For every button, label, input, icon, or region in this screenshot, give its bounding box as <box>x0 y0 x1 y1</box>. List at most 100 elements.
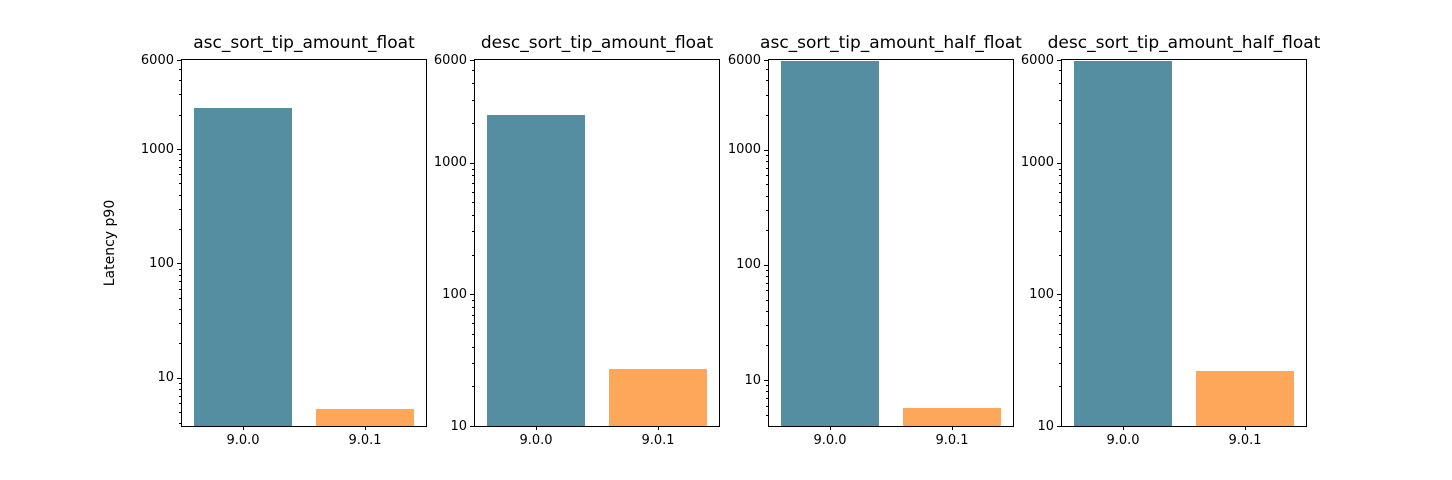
x-tick <box>952 426 953 430</box>
x-tick-label: 9.0.0 <box>226 433 260 448</box>
x-tick <box>830 426 831 430</box>
y-tick-label: 10 <box>1037 418 1054 434</box>
y-minor-tick <box>1059 231 1061 233</box>
y-minor-tick <box>766 94 768 96</box>
y-minor-tick <box>179 268 181 270</box>
subplot-desc_sort_tip_amount_float: desc_sort_tip_amount_float 6000 1000 100 10 9… <box>434 33 720 448</box>
y-minor-tick <box>472 346 474 348</box>
x-tick <box>1245 426 1246 430</box>
y-minor-tick <box>472 182 474 184</box>
subplot-asc_sort_tip_amount_float: asc_sort_tip_amount_float 6000 1000 100 10 9.… <box>141 33 427 448</box>
y-minor-tick <box>1059 122 1061 124</box>
chart-title: asc_sort_tip_amount_float <box>193 33 415 53</box>
y-minor-tick <box>766 230 768 232</box>
y-minor-tick <box>179 69 181 71</box>
y-major-tick <box>470 60 474 61</box>
chart-title: desc_sort_tip_amount_half_float <box>1047 33 1321 53</box>
y-major-tick <box>177 149 181 151</box>
x-tick-label: 9.0.1 <box>348 433 382 448</box>
y-major-tick <box>1057 162 1061 164</box>
chart-title: desc_sort_tip_amount_float <box>480 33 714 53</box>
y-minor-tick <box>766 325 768 327</box>
y-minor-tick <box>766 345 768 347</box>
y-minor-tick <box>766 290 768 292</box>
y-minor-tick <box>1059 386 1061 388</box>
y-tick-label: 6000 <box>727 52 761 68</box>
y-minor-tick <box>472 202 474 204</box>
subplot-asc_sort_tip_amount_half_float: asc_sort_tip_amount_half_float 6000 1000 10… <box>728 33 1022 448</box>
y-major-tick <box>177 377 181 379</box>
y-tick-label: 1000 <box>1020 155 1054 170</box>
y-major-tick <box>1057 60 1061 61</box>
y-tick-label: 6000 <box>433 52 467 68</box>
y-minor-tick <box>1059 333 1061 335</box>
y-minor-tick <box>179 389 181 390</box>
y-minor-tick <box>179 194 181 196</box>
y-minor-tick <box>766 391 768 393</box>
y-minor-tick <box>766 276 768 278</box>
y-minor-tick <box>472 307 474 309</box>
bar-9.0.1 <box>609 369 707 426</box>
y-minor-tick <box>179 160 181 162</box>
y-minor-tick <box>472 323 474 325</box>
y-minor-tick <box>472 191 474 193</box>
y-minor-tick <box>766 167 768 169</box>
y-minor-tick <box>179 343 181 345</box>
y-minor-tick <box>766 385 768 387</box>
y-major-tick <box>177 263 181 265</box>
y-tick-label: 6000 <box>140 52 174 68</box>
y-minor-tick <box>766 397 768 399</box>
y-minor-tick <box>1059 175 1061 177</box>
y-minor-tick <box>1059 307 1061 309</box>
y-minor-tick <box>179 309 181 311</box>
y-minor-tick <box>472 333 474 335</box>
y-major-tick <box>1057 426 1061 427</box>
y-minor-tick <box>179 154 181 156</box>
y-major-tick <box>764 149 768 151</box>
y-minor-tick <box>1059 323 1061 325</box>
y-minor-tick <box>472 300 474 302</box>
y-minor-tick <box>1059 202 1061 204</box>
y-minor-tick <box>766 270 768 272</box>
subplot-desc_sort_tip_amount_half_float: desc_sort_tip_amount_half_float 6000 1000 1… <box>1021 33 1320 448</box>
y-minor-tick <box>766 154 768 156</box>
y-tick-label: 1000 <box>433 155 467 170</box>
x-tick-label: 9.0.0 <box>813 433 847 448</box>
bar-9.0.1 <box>1196 371 1294 426</box>
y-minor-tick <box>472 83 474 85</box>
y-minor-tick <box>1059 346 1061 348</box>
y-major-tick <box>177 60 181 61</box>
y-minor-tick <box>1059 99 1061 101</box>
y-tick-label: 100 <box>149 255 174 271</box>
y-tick-label: 100 <box>736 257 761 273</box>
y-minor-tick <box>179 297 181 299</box>
bar-9.0.0 <box>194 107 292 426</box>
y-tick-label: 10 <box>450 418 467 434</box>
x-tick <box>365 426 366 430</box>
y-minor-tick <box>1059 83 1061 85</box>
y-minor-tick <box>179 229 181 231</box>
y-minor-tick <box>766 195 768 197</box>
y-minor-tick <box>472 363 474 365</box>
y-minor-tick <box>179 114 181 116</box>
y-minor-tick <box>179 166 181 168</box>
y-minor-tick <box>766 69 768 71</box>
x-tick-label: 9.0.1 <box>1228 433 1262 448</box>
bar-9.0.0 <box>1074 60 1172 426</box>
y-minor-tick <box>472 231 474 233</box>
y-minor-tick <box>766 80 768 82</box>
y-minor-tick <box>179 183 181 185</box>
y-minor-tick <box>472 254 474 256</box>
y-minor-tick <box>472 175 474 177</box>
y-minor-tick <box>1059 214 1061 216</box>
y-minor-tick <box>179 94 181 96</box>
y-minor-tick <box>179 274 181 276</box>
y-minor-tick <box>766 209 768 211</box>
y-minor-tick <box>766 175 768 177</box>
y-tick-label: 1000 <box>140 141 174 157</box>
y-major-tick <box>470 426 474 427</box>
y-minor-tick <box>472 314 474 316</box>
y-minor-tick <box>1059 314 1061 316</box>
y-major-tick <box>764 264 768 266</box>
